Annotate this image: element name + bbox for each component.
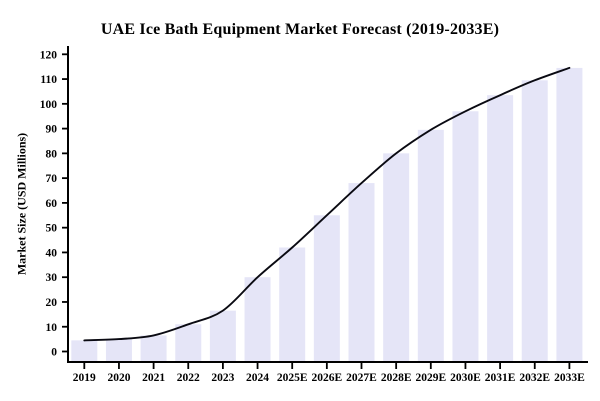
bar-2022 — [175, 324, 202, 362]
x-tick-label-2019: 2019 — [73, 372, 96, 384]
x-tick-label-2024: 2024 — [246, 372, 269, 384]
bar-2027E — [348, 183, 375, 362]
chart-title: UAE Ice Bath Equipment Market Forecast (… — [100, 21, 500, 38]
bar-2025E — [279, 247, 306, 362]
x-tick-label-2027E: 2027E — [346, 372, 377, 384]
bar-2023 — [209, 310, 236, 362]
bar-2033E — [556, 67, 583, 363]
y-tick-label-110: 110 — [40, 74, 57, 86]
bar-2019 — [71, 340, 98, 362]
y-tick-label-80: 80 — [46, 148, 58, 160]
bar-2020 — [105, 339, 132, 362]
y-tick-label-0: 0 — [51, 347, 57, 359]
bar-2029E — [417, 129, 444, 362]
x-tick-label-2025E: 2025E — [277, 372, 308, 384]
bar-2026E — [313, 215, 340, 362]
y-tick-label-20: 20 — [46, 297, 58, 309]
y-tick-label-40: 40 — [46, 247, 58, 259]
bar-2021 — [140, 335, 167, 362]
bar-2032E — [521, 80, 548, 363]
y-tick-label-120: 120 — [40, 49, 58, 61]
bar-2031E — [487, 95, 514, 362]
x-tick-label-2032E: 2032E — [519, 372, 550, 384]
x-tick-label-2033E: 2033E — [554, 372, 585, 384]
trend-line — [83, 66, 571, 342]
x-tick-label-2020: 2020 — [107, 372, 130, 384]
x-tick-label-2030E: 2030E — [450, 372, 481, 384]
x-tick-label-2022: 2022 — [177, 372, 200, 384]
bar-2028E — [383, 153, 410, 362]
y-tick-label-50: 50 — [46, 223, 58, 235]
y-tick-label-70: 70 — [46, 173, 58, 185]
y-tick-label-60: 60 — [46, 198, 58, 210]
y-tick-label-30: 30 — [46, 272, 58, 284]
y-tick-label-10: 10 — [46, 322, 58, 334]
x-tick-label-2028E: 2028E — [381, 372, 412, 384]
y-tick-label-100: 100 — [40, 99, 58, 111]
x-tick-label-2031E: 2031E — [485, 372, 516, 384]
y-tick-label-90: 90 — [46, 124, 58, 136]
bar-2030E — [452, 111, 479, 362]
x-tick-label-2023: 2023 — [211, 372, 234, 384]
x-tick-label-2029E: 2029E — [415, 372, 446, 384]
bar-2024 — [244, 277, 271, 362]
x-tick-label-2021: 2021 — [142, 372, 165, 384]
x-tick-label-2026E: 2026E — [312, 372, 343, 384]
